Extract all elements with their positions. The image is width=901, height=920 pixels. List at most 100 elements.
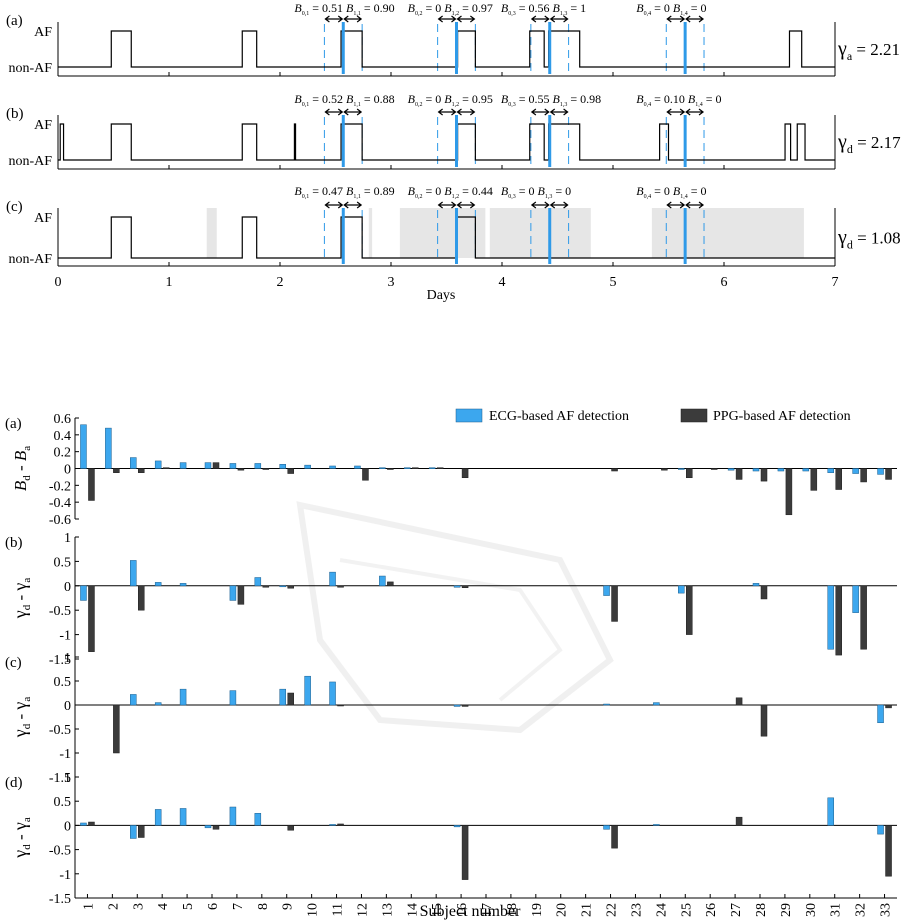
x-tick-label: 31	[829, 903, 844, 917]
bar-panels-group: 0.60.40.20-0.2-0.4-0.6(a)Bd - Ba10.50-0.…	[5, 412, 897, 920]
bar-ppg-subject-22	[611, 825, 618, 849]
x-tick-label: 6	[206, 903, 221, 910]
bar-ecg-subject-5	[179, 808, 187, 826]
interval-arrow	[437, 15, 457, 23]
interval-arrow	[343, 15, 363, 23]
b-value-label: B0,4 = 0.10 B1,4 = 0	[636, 92, 721, 108]
bar-ecg-subject-11	[329, 465, 336, 469]
x-tick-label: 25	[679, 903, 694, 917]
y-tick-label: -0.5	[49, 844, 71, 859]
bar-ppg-subject-11	[337, 585, 344, 588]
bar-ppg-subject-16	[461, 585, 469, 589]
bar-ecg-subject-31	[827, 468, 834, 473]
y-tick-label: -1	[59, 629, 71, 644]
x-tick-label: 7	[231, 903, 246, 910]
bar-ppg-subject-33	[885, 704, 892, 709]
bar-ecg-subject-2	[105, 427, 112, 469]
y-tick-label: 1	[64, 771, 71, 786]
x-tick-label: 14	[405, 903, 420, 917]
bar-ppg-subject-33	[885, 825, 892, 877]
y-tick-label: 0.6	[54, 412, 72, 427]
bar-ecg-subject-22	[603, 825, 610, 830]
y-tick-label: 1	[64, 651, 71, 666]
y-tick-label: -1	[59, 747, 71, 762]
bar-ecg-subject-5	[179, 583, 187, 587]
y-tick-label: -1.5	[49, 653, 71, 668]
timeline-panel-0: (a) AF non-AF γa = 2.21 B0,1 = 0.51 B1,1 = 0…	[6, 1, 900, 77]
bar-ppg-subject-12	[362, 468, 369, 481]
interval-arrow	[530, 108, 550, 116]
bar-ppg-subject-8	[262, 468, 270, 470]
bar-ppg-subject-15	[436, 467, 444, 469]
x-tick-label: 24	[654, 903, 669, 917]
x-tick-label: 0	[55, 275, 62, 290]
x-tick-label: 17	[480, 903, 495, 917]
af-state-trace	[58, 216, 835, 259]
x-tick-label: 29	[779, 903, 794, 917]
bar-ecg-subject-11	[329, 824, 336, 826]
gamma-value-label: γd = 2.17	[837, 131, 901, 156]
bar-ecg-subject-1	[80, 822, 87, 826]
bar-ecg-subject-3	[130, 457, 137, 469]
y-tick-label: -0.5	[49, 723, 71, 738]
bar-ecg-subject-31	[827, 585, 834, 650]
y-tick-label: 0	[64, 699, 71, 714]
bar-ecg-subject-33	[877, 825, 884, 835]
x-tick-label: 27	[729, 903, 744, 917]
x-tick-label: 8	[256, 903, 271, 910]
bar-ecg-subject-7	[229, 585, 237, 601]
y-tick-label: -0.5	[49, 604, 71, 619]
interval-arrow	[456, 108, 476, 116]
x-tick-label: 19	[530, 903, 545, 917]
state-label-af: AF	[34, 25, 52, 40]
x-tick-label: 23	[629, 903, 644, 917]
bar-ppg-subject-13	[387, 581, 394, 587]
interval-arrow	[324, 201, 344, 209]
panel-label: (b)	[5, 535, 23, 551]
y-tick-label: -0.2	[49, 479, 71, 494]
legend-ecg-swatch	[455, 408, 483, 423]
bar-ppg-subject-3	[138, 825, 145, 838]
x-axis-title: Days	[427, 288, 456, 303]
bar-ecg-subject-10	[304, 675, 311, 706]
bar-ecg-subject-9	[279, 585, 286, 588]
bar-ecg-subject-24	[653, 824, 660, 826]
watermark-logo	[296, 501, 614, 734]
y-tick-label: 0.4	[54, 429, 72, 444]
bar-ecg-subject-3	[130, 560, 137, 587]
panel-label: (c)	[6, 199, 23, 215]
y-tick-label: 0.2	[54, 446, 72, 461]
b-value-label: B0,2 = 0 B1,2 = 0.97	[408, 1, 493, 17]
panel-label: (a)	[6, 13, 23, 29]
x-tick-label: 22	[605, 903, 620, 917]
x-tick-label: 15	[430, 903, 445, 917]
x-tick-label: 33	[879, 903, 894, 917]
bar-ecg-subject-33	[877, 468, 884, 475]
x-tick-label: 9	[281, 903, 296, 910]
x-tick-label: 3	[388, 275, 395, 290]
bar-ecg-subject-4	[154, 702, 162, 706]
interval-arrow	[666, 201, 686, 209]
interval-arrow	[685, 108, 705, 116]
bar-ecg-subject-8	[254, 813, 262, 826]
bar-ppg-subject-32	[860, 585, 867, 650]
gamma-value-label: γa = 2.21	[837, 38, 900, 63]
bar-ecg-subject-25	[678, 468, 685, 470]
bar-ppg-subject-27	[735, 468, 743, 480]
bar-ecg-subject-9	[279, 688, 286, 706]
x-tick-label: 1	[81, 903, 96, 910]
bar-ecg-subject-33	[877, 704, 884, 724]
bar-ppg-subject-30	[810, 468, 818, 491]
bar-ecg-subject-8	[254, 577, 262, 587]
x-tick-label: 18	[505, 903, 520, 917]
bar-panel-3: 1 0.5 0 -0.5 -1 -1.5 (d) γd - γa	[5, 771, 897, 907]
bar-ppg-subject-14	[412, 467, 419, 469]
x-tick-label: 2	[277, 275, 284, 290]
timeline-panel-1: (b) AF non-AF γd = 2.17 B0,1 = 0.52 B1,1 = 0…	[6, 92, 901, 170]
y-tick-label: 0.5	[54, 795, 72, 810]
bar-ppg-subject-9	[287, 825, 294, 831]
y-axis-label: Bd - Ba	[11, 446, 33, 491]
bar-ecg-subject-32	[852, 585, 859, 613]
bar-ecg-subject-7	[229, 806, 237, 826]
